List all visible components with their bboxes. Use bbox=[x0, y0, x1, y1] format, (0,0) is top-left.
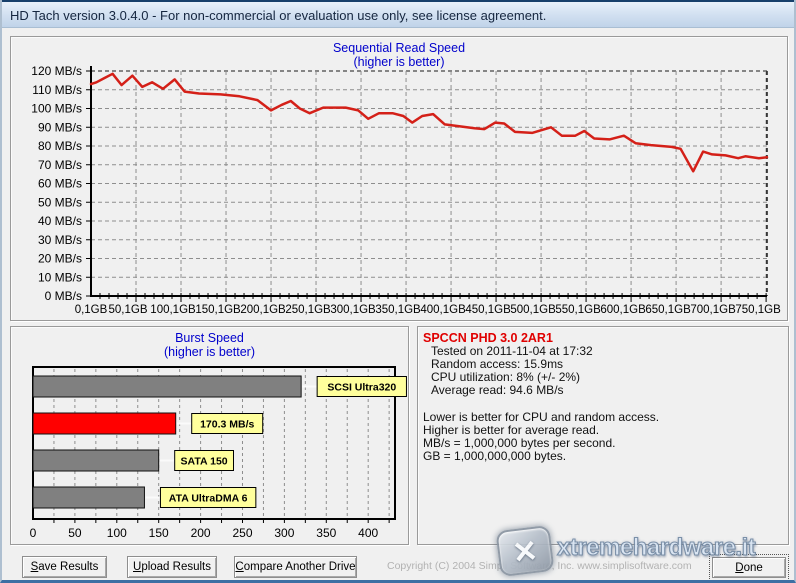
svg-text:170.3 MB/s: 170.3 MB/s bbox=[200, 419, 254, 431]
svg-text:200,1GB: 200,1GB bbox=[240, 304, 286, 316]
svg-text:300: 300 bbox=[274, 526, 294, 540]
copyright-text: Copyright (C) 2004 Simpli Software, Inc.… bbox=[387, 560, 692, 572]
burst-chart-title: Burst Speed bbox=[175, 331, 244, 345]
svg-text:150: 150 bbox=[149, 526, 169, 540]
svg-text:100: 100 bbox=[107, 526, 127, 540]
svg-text:20 MB/s: 20 MB/s bbox=[38, 252, 82, 266]
svg-text:50,1GB: 50,1GB bbox=[109, 304, 148, 316]
sequential-read-panel: Sequential Read Speed (higher is better)… bbox=[10, 36, 788, 321]
svg-text:0,1GB: 0,1GB bbox=[75, 304, 108, 316]
info-line-tested: Tested on 2011-11-04 at 17:32 bbox=[431, 344, 593, 358]
svg-text:550,1GB: 550,1GB bbox=[555, 304, 601, 316]
svg-text:0: 0 bbox=[30, 526, 37, 540]
svg-text:400: 400 bbox=[358, 526, 378, 540]
info-line-random-access: Random access: 15.9ms bbox=[431, 357, 564, 371]
svg-text:30 MB/s: 30 MB/s bbox=[38, 233, 82, 247]
info-line-cpu-utilization: CPU utilization: 8% (+/- 2%) bbox=[431, 370, 581, 384]
info-notes: Lower is better for CPU and random acces… bbox=[423, 411, 788, 463]
svg-text:70 MB/s: 70 MB/s bbox=[38, 158, 82, 172]
svg-text:450,1GB: 450,1GB bbox=[465, 304, 511, 316]
burst-chart-subtitle: (higher is better) bbox=[163, 345, 255, 359]
svg-text:80 MB/s: 80 MB/s bbox=[38, 139, 82, 153]
seq-chart-subtitle: (higher is better) bbox=[353, 55, 445, 69]
svg-text:100 MB/s: 100 MB/s bbox=[31, 102, 82, 116]
svg-text:ATA UltraDMA 6: ATA UltraDMA 6 bbox=[169, 493, 248, 505]
svg-text:100,1GB: 100,1GB bbox=[150, 304, 196, 316]
svg-text:300,1GB: 300,1GB bbox=[330, 304, 376, 316]
svg-text:150,1GB: 150,1GB bbox=[195, 304, 241, 316]
sequential-read-chart: 0 MB/s 10 MB/s 20 MB/s 30 MB/s 40 MB/s 50 MB/… bbox=[31, 64, 781, 316]
svg-text:110 MB/s: 110 MB/s bbox=[32, 83, 82, 97]
note-mbs-definition: MB/s = 1,000,000 bytes per second. bbox=[423, 436, 616, 450]
svg-text:90 MB/s: 90 MB/s bbox=[38, 120, 82, 134]
svg-text:0 MB/s: 0 MB/s bbox=[45, 289, 82, 303]
info-line-average-read: Average read: 94.6 MB/s bbox=[431, 383, 564, 397]
upload-results-button[interactable]: Upload Results bbox=[127, 556, 217, 578]
svg-text:700,1GB: 700,1GB bbox=[690, 304, 736, 316]
svg-text:500,1GB: 500,1GB bbox=[510, 304, 556, 316]
done-button[interactable]: Done bbox=[709, 554, 789, 580]
svg-text:50 MB/s: 50 MB/s bbox=[38, 195, 82, 209]
svg-text:120 MB/s: 120 MB/s bbox=[31, 64, 82, 78]
svg-text:250: 250 bbox=[232, 526, 252, 540]
seq-chart-title: Sequential Read Speed bbox=[332, 41, 466, 55]
svg-text:650,1GB: 650,1GB bbox=[645, 304, 691, 316]
note-lower-better: Lower is better for CPU and random acces… bbox=[423, 410, 660, 424]
save-results-button[interactable]: Save Results bbox=[22, 556, 107, 578]
burst-speed-chart: 0 50 100 150 200 250 300 350 400 SCSI Ultra320 170… bbox=[30, 366, 407, 540]
svg-text:10 MB/s: 10 MB/s bbox=[38, 270, 82, 284]
svg-text:350: 350 bbox=[316, 526, 336, 540]
window-title: HD Tach version 3.0.4.0 - For non-commer… bbox=[10, 8, 547, 23]
note-higher-better: Higher is better for average read. bbox=[423, 423, 600, 437]
svg-text:200: 200 bbox=[191, 526, 211, 540]
note-gb-definition: GB = 1,000,000,000 bytes. bbox=[423, 449, 567, 463]
svg-text:350,1GB: 350,1GB bbox=[375, 304, 421, 316]
svg-text:60 MB/s: 60 MB/s bbox=[38, 177, 82, 191]
titlebar[interactable]: HD Tach version 3.0.4.0 - For non-commer… bbox=[2, 0, 794, 28]
compare-another-drive-button[interactable]: Compare Another Drive bbox=[234, 556, 357, 578]
svg-text:SCSI Ultra320: SCSI Ultra320 bbox=[327, 382, 396, 394]
svg-text:50: 50 bbox=[68, 526, 82, 540]
svg-text:40 MB/s: 40 MB/s bbox=[38, 214, 82, 228]
svg-text:750,1GB: 750,1GB bbox=[735, 304, 781, 316]
svg-text:SATA 150: SATA 150 bbox=[181, 456, 228, 468]
burst-speed-panel: Burst Speed (higher is better) 0 50 100 150… bbox=[10, 326, 409, 545]
svg-text:250,1GB: 250,1GB bbox=[285, 304, 331, 316]
svg-text:400,1GB: 400,1GB bbox=[420, 304, 466, 316]
svg-text:600,1GB: 600,1GB bbox=[600, 304, 646, 316]
drive-name: SPCCN PHD 3.0 2AR1 bbox=[423, 331, 553, 345]
drive-info-panel: SPCCN PHD 3.0 2AR1 Tested on 2011-11-04 … bbox=[417, 326, 789, 545]
